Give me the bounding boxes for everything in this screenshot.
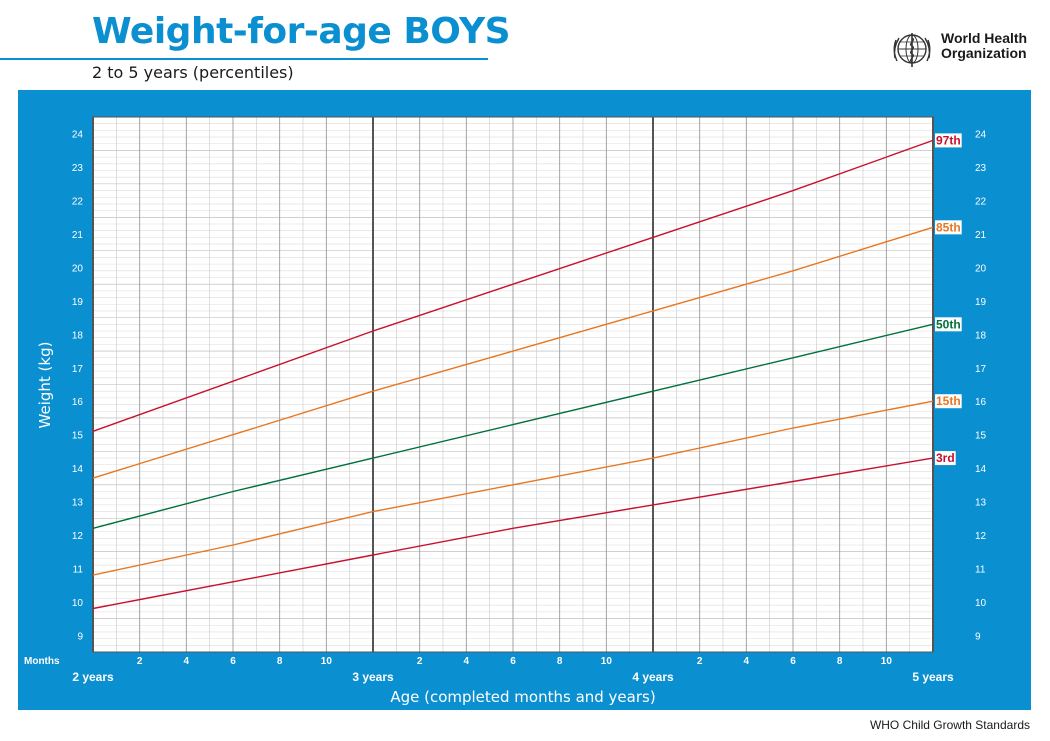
y-tick-label-left: 14 — [72, 464, 84, 475]
x-tick-label-year: 2 years — [72, 670, 114, 684]
x-tick-label-year: 5 years — [912, 670, 954, 684]
series-lines — [92, 139, 934, 610]
percentile-line-3rd — [92, 457, 934, 610]
y-tick-label-left: 17 — [72, 364, 84, 375]
grid-minor — [93, 116, 933, 653]
x-tick-label-month: 2 — [697, 656, 703, 667]
x-tick-label-month: 10 — [601, 656, 613, 667]
y-tick-label-left: 24 — [72, 130, 84, 141]
y-tick-label-right: 15 — [975, 431, 987, 442]
percentile-label-3rd: 3rd — [936, 451, 955, 465]
x-tick-label-month: 8 — [557, 656, 563, 667]
y-tick-label-right: 11 — [975, 564, 986, 575]
x-tick-label-year: 4 years — [632, 670, 674, 684]
x-tick-label-month: 6 — [790, 656, 796, 667]
x-tick-label-year: 3 years — [352, 670, 394, 684]
x-tick-label-month: 4 — [744, 656, 750, 667]
percentile-label-85th: 85th — [936, 220, 961, 234]
x-tick-label-month: 4 — [464, 656, 470, 667]
x-tick-label-month: 10 — [881, 656, 893, 667]
percentile-label-50th: 50th — [936, 317, 961, 331]
percentile-label-bg — [935, 317, 962, 332]
x-tick-label-month: 2 — [137, 656, 143, 667]
percentile-label-bg — [935, 133, 962, 148]
x-tick-label-month: 8 — [277, 656, 283, 667]
y-tick-label-left: 12 — [72, 531, 84, 542]
y-tick-label-left: 9 — [77, 631, 83, 642]
y-tick-label-left: 15 — [72, 431, 84, 442]
percentile-line-15th — [92, 400, 934, 576]
y-tick-label-right: 9 — [975, 631, 981, 642]
y-tick-label-right: 24 — [975, 130, 987, 141]
y-tick-labels: 9 9 10 10 11 11 12 12 13 13 14 14 15 15 16 16 17 17 18 18 19… — [72, 130, 987, 643]
who-org-name: World Health Organization — [941, 31, 1027, 61]
y-tick-label-left: 19 — [72, 297, 84, 308]
x-tick-label-month: 6 — [510, 656, 516, 667]
y-axis-label: Weight (kg) — [36, 342, 54, 429]
percentile-label-bg — [935, 220, 962, 235]
who-emblem-icon — [893, 33, 931, 67]
who-org-name-line1: World Health — [941, 30, 1028, 46]
x-tick-label-month: 10 — [321, 656, 333, 667]
page-title: Weight-for-age BOYS — [92, 11, 511, 52]
y-tick-label-left: 16 — [72, 397, 84, 408]
grid-major — [92, 116, 934, 653]
series-labels: 97th 85th 50th 15th 3rd — [935, 133, 962, 466]
x-tick-label-month: 6 — [230, 656, 236, 667]
y-tick-label-right: 16 — [975, 397, 987, 408]
footer-credit: WHO Child Growth Standards — [869, 718, 1030, 732]
y-tick-label-right: 13 — [975, 498, 987, 509]
y-tick-label-left: 20 — [72, 263, 84, 274]
x-tick-label-month: 8 — [837, 656, 843, 667]
percentile-label-15th: 15th — [936, 394, 961, 408]
y-tick-label-right: 17 — [975, 364, 987, 375]
y-tick-label-right: 18 — [975, 330, 987, 341]
x-tick-labels: 2 4 6 8 10 2 4 6 8 10 2 4 6 8 10 2 years 3 years 4 years 5… — [72, 656, 954, 684]
y-tick-label-right: 21 — [975, 230, 987, 241]
y-tick-label-left: 11 — [73, 564, 84, 575]
y-tick-label-right: 14 — [975, 464, 987, 475]
x-axis-label: Age (completed months and years) — [390, 688, 655, 706]
percentile-label-bg — [935, 394, 962, 409]
percentile-line-97th — [92, 139, 934, 432]
plot-border — [92, 116, 934, 653]
percentile-label-97th: 97th — [936, 133, 961, 147]
y-tick-label-left: 10 — [72, 598, 84, 609]
percentile-line-85th — [92, 226, 934, 479]
y-tick-label-right: 12 — [975, 531, 987, 542]
y-tick-label-left: 21 — [72, 230, 84, 241]
y-tick-label-right: 23 — [975, 163, 987, 174]
y-tick-label-right: 10 — [975, 598, 987, 609]
months-label: Months — [24, 656, 60, 667]
y-tick-label-left: 18 — [72, 330, 84, 341]
page-subtitle: 2 to 5 years (percentiles) — [92, 63, 294, 82]
y-tick-label-left: 22 — [72, 197, 84, 208]
y-tick-label-right: 19 — [975, 297, 987, 308]
x-tick-label-month: 4 — [184, 656, 190, 667]
title-rule — [0, 58, 488, 60]
who-org-name-line2: Organization — [941, 45, 1027, 61]
y-tick-label-right: 22 — [975, 197, 987, 208]
chart-panel: 9 9 10 10 11 11 12 12 13 13 14 14 15 15 16 16 17 17 18 18 19… — [18, 90, 1031, 710]
percentile-line-50th — [92, 323, 934, 529]
y-tick-label-left: 23 — [72, 163, 84, 174]
y-tick-label-right: 20 — [975, 263, 987, 274]
x-tick-label-month: 2 — [417, 656, 423, 667]
y-tick-label-left: 13 — [72, 498, 84, 509]
growth-chart: 9 9 10 10 11 11 12 12 13 13 14 14 15 15 16 16 17 17 18 18 19… — [24, 116, 987, 706]
percentile-label-bg — [935, 451, 956, 466]
